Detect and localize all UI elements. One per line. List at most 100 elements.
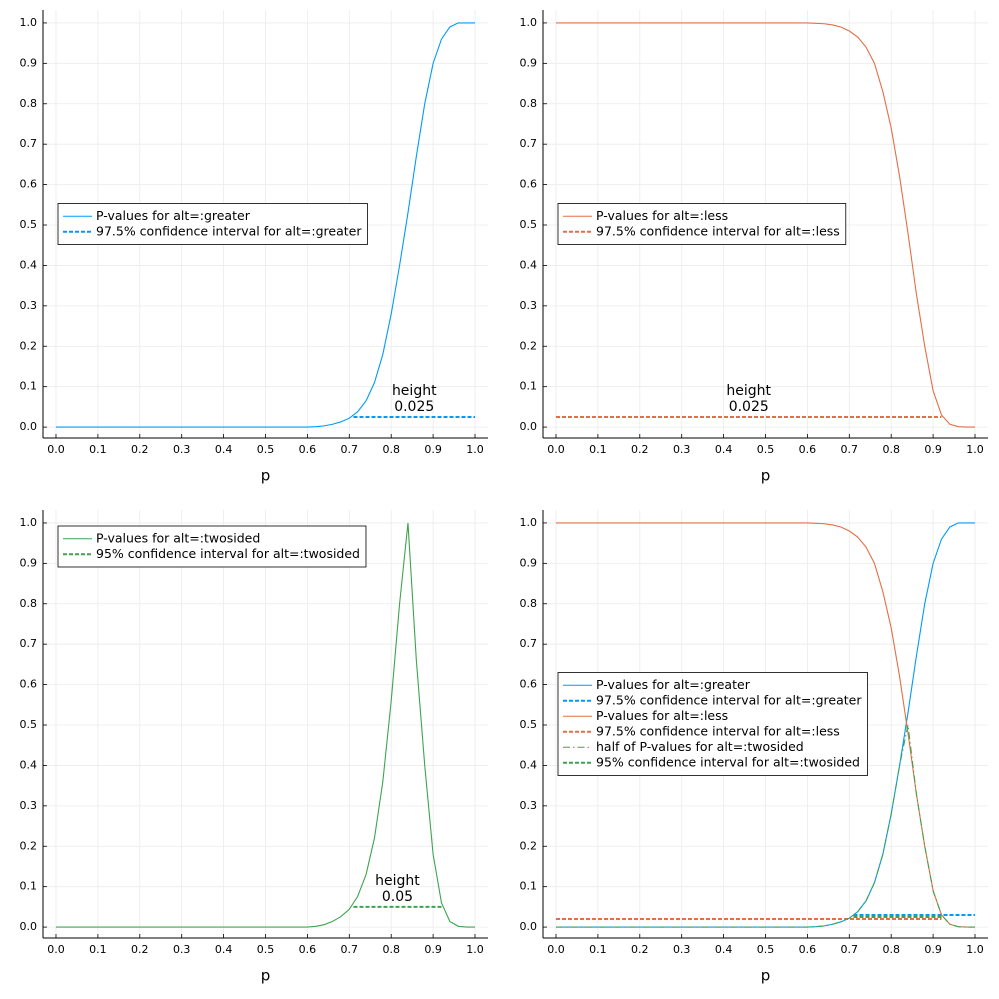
x-tick-label: 0.0 — [547, 943, 565, 956]
x-tick-label: 0.8 — [382, 443, 400, 456]
y-tick-label: 1.0 — [20, 16, 38, 29]
y-tick-label: 0.5 — [520, 718, 538, 731]
y-tick-label: 0.1 — [20, 880, 38, 893]
x-tick-label: 0.9 — [924, 943, 942, 956]
y-tick-label: 0.8 — [520, 97, 538, 110]
x-tick-label: 0.1 — [589, 443, 607, 456]
legend-label: P-values for alt=:twosided — [96, 530, 260, 545]
y-tick-label: 0.6 — [20, 678, 38, 691]
x-tick-label: 0.6 — [799, 943, 817, 956]
y-tick-label: 0.1 — [520, 880, 538, 893]
series-line — [555, 522, 976, 928]
legend-label: 95% confidence interval for alt=:twoside… — [596, 754, 860, 769]
x-axis-label: p — [761, 467, 771, 485]
y-tick-label: 0.2 — [520, 339, 538, 352]
y-tick-label: 0.1 — [20, 380, 38, 393]
y-tick-label: 1.0 — [520, 16, 538, 29]
x-tick-label: 0.0 — [547, 443, 565, 456]
x-tick-label: 0.0 — [47, 443, 65, 456]
y-tick-label: 0.5 — [20, 218, 38, 231]
y-tick-label: 0.8 — [520, 597, 538, 610]
series-line — [55, 522, 476, 928]
y-tick-label: 0.7 — [520, 137, 538, 150]
x-tick-label: 1.0 — [466, 943, 484, 956]
x-tick-label: 0.8 — [882, 943, 900, 956]
x-axis-label: p — [261, 967, 271, 985]
annotation: height — [392, 383, 437, 399]
x-tick-label: 1.0 — [466, 443, 484, 456]
y-tick-label: 0.9 — [520, 556, 538, 569]
subplot: 0.0 0.1 0.2 0.3 0.4 0.5 0.6 0.7 0.8 0.9 1.0 0.0 0.1 0… — [520, 10, 988, 485]
x-tick-label: 0.9 — [424, 443, 442, 456]
y-tick-label: 0.7 — [20, 137, 38, 150]
legend-label: 97.5% confidence interval for alt=:great… — [96, 223, 362, 238]
legend-box — [57, 525, 367, 568]
x-tick-label: 0.7 — [341, 443, 359, 456]
annotation: 0.025 — [729, 399, 769, 415]
x-tick-label: 0.2 — [131, 443, 149, 456]
x-tick-label: 0.6 — [799, 443, 817, 456]
annotation: 0.025 — [394, 399, 434, 415]
x-tick-label: 0.4 — [215, 443, 233, 456]
legend-box — [557, 672, 868, 776]
x-tick-label: 0.7 — [841, 943, 859, 956]
y-tick-label: 0.7 — [520, 637, 538, 650]
y-tick-label: 0.3 — [520, 299, 538, 312]
y-tick-label: 0.9 — [20, 556, 38, 569]
x-tick-label: 0.3 — [673, 443, 691, 456]
y-tick-label: 0.7 — [20, 637, 38, 650]
legend-box — [57, 203, 368, 245]
x-tick-label: 0.3 — [673, 943, 691, 956]
x-tick-label: 0.2 — [631, 443, 649, 456]
legend-label: P-values for alt=:greater — [96, 208, 251, 223]
y-tick-label: 0.0 — [20, 420, 38, 433]
x-tick-label: 0.5 — [257, 943, 275, 956]
x-tick-label: 0.8 — [382, 943, 400, 956]
x-axis-label: p — [761, 967, 771, 985]
x-tick-label: 0.1 — [89, 443, 107, 456]
y-tick-label: 0.2 — [20, 339, 38, 352]
legend-label: half of P-values for alt=:twosided — [596, 739, 804, 754]
x-tick-label: 1.0 — [966, 943, 984, 956]
y-tick-label: 0.0 — [520, 920, 538, 933]
legend-label: 95% confidence interval for alt=:twoside… — [96, 546, 360, 561]
y-tick-label: 0.8 — [20, 597, 38, 610]
y-tick-label: 0.5 — [520, 218, 538, 231]
legend-label: 97.5% confidence interval for alt=:great… — [596, 692, 862, 707]
x-tick-label: 0.2 — [631, 943, 649, 956]
y-tick-label: 0.4 — [520, 258, 538, 271]
x-tick-label: 0.6 — [299, 943, 317, 956]
y-tick-label: 0.3 — [20, 799, 38, 812]
legend-label: 97.5% confidence interval for alt=:less — [596, 723, 840, 738]
y-tick-label: 0.6 — [520, 178, 538, 191]
x-tick-label: 0.7 — [841, 443, 859, 456]
x-axis-label: p — [261, 467, 271, 485]
legend-label: P-values for alt=:less — [596, 208, 728, 223]
y-tick-label: 0.4 — [20, 758, 38, 771]
y-tick-label: 0.9 — [520, 56, 538, 69]
series-line — [55, 22, 476, 428]
x-tick-label: 0.3 — [173, 943, 191, 956]
x-tick-label: 0.5 — [757, 943, 775, 956]
x-tick-label: 0.6 — [299, 443, 317, 456]
x-tick-label: 0.8 — [882, 443, 900, 456]
y-tick-label: 0.9 — [20, 56, 38, 69]
x-tick-label: 0.9 — [924, 443, 942, 456]
x-tick-label: 0.1 — [589, 943, 607, 956]
subplot: 0.0 0.1 0.2 0.3 0.4 0.5 0.6 0.7 0.8 0.9 1.0 0.0 0.1 0… — [20, 510, 488, 985]
annotation: height — [726, 383, 771, 399]
y-tick-label: 0.0 — [520, 420, 538, 433]
y-tick-label: 0.4 — [520, 758, 538, 771]
y-tick-label: 0.6 — [520, 678, 538, 691]
y-tick-label: 0.8 — [20, 97, 38, 110]
x-tick-label: 1.0 — [966, 443, 984, 456]
subplot: 0.0 0.1 0.2 0.3 0.4 0.5 0.6 0.7 0.8 0.9 1.0 0.0 0.1 0… — [20, 10, 488, 485]
annotation: height — [375, 873, 420, 889]
y-tick-label: 0.3 — [20, 299, 38, 312]
x-tick-label: 0.7 — [341, 943, 359, 956]
y-tick-label: 0.4 — [20, 258, 38, 271]
x-tick-label: 0.3 — [173, 443, 191, 456]
y-tick-label: 0.5 — [20, 718, 38, 731]
x-tick-label: 0.0 — [47, 943, 65, 956]
